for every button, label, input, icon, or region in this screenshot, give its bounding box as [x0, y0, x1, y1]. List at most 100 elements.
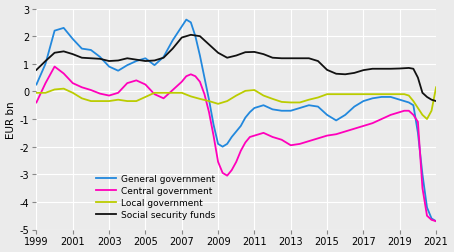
- Local government: [397, 93, 402, 96]
- Social security funds: [261, 53, 266, 56]
- General government: [183, 19, 189, 22]
- Central government: [70, 82, 75, 85]
- Local government: [261, 95, 266, 98]
- Local government: [34, 92, 39, 95]
- Social security funds: [34, 69, 39, 72]
- Local government: [188, 96, 193, 99]
- Legend: General government, Central government, Local government, Social security funds: General government, Central government, …: [93, 170, 219, 223]
- Local government: [406, 95, 411, 98]
- Line: Central government: Central government: [36, 67, 436, 221]
- Social security funds: [242, 51, 248, 54]
- Local government: [197, 98, 202, 101]
- Social security funds: [379, 68, 384, 71]
- Local government: [88, 100, 94, 103]
- Local government: [288, 102, 293, 105]
- General government: [52, 30, 57, 33]
- Local government: [252, 89, 257, 92]
- Local government: [419, 114, 425, 117]
- Local government: [233, 95, 239, 98]
- Local government: [215, 103, 221, 106]
- Social security funds: [401, 68, 407, 71]
- Local government: [410, 100, 416, 103]
- Local government: [124, 100, 130, 103]
- Social security funds: [143, 60, 148, 63]
- Local government: [206, 100, 212, 103]
- Local government: [379, 93, 384, 96]
- Social security funds: [88, 57, 94, 60]
- Local government: [43, 92, 48, 95]
- Social security funds: [419, 92, 425, 95]
- Local government: [279, 101, 284, 104]
- Local government: [360, 93, 366, 96]
- Social security funds: [410, 68, 416, 71]
- Social security funds: [161, 57, 166, 60]
- Social security funds: [315, 60, 321, 63]
- General government: [324, 114, 330, 117]
- Y-axis label: EUR bn: EUR bn: [5, 101, 15, 138]
- Social security funds: [170, 48, 175, 51]
- Social security funds: [79, 57, 84, 60]
- Social security funds: [115, 60, 121, 63]
- Social security funds: [52, 52, 57, 55]
- Local government: [242, 90, 248, 93]
- General government: [315, 106, 321, 109]
- Local government: [133, 100, 139, 103]
- Local government: [429, 110, 434, 113]
- Central government: [220, 172, 225, 175]
- Local government: [306, 99, 311, 102]
- Local government: [370, 93, 375, 96]
- Social security funds: [233, 55, 239, 58]
- Social security funds: [179, 37, 184, 40]
- Social security funds: [370, 68, 375, 71]
- Social security funds: [152, 60, 157, 63]
- Local government: [351, 93, 357, 96]
- Social security funds: [133, 59, 139, 62]
- General government: [434, 220, 439, 223]
- General government: [220, 146, 225, 149]
- Social security funds: [429, 99, 434, 102]
- Central government: [52, 66, 57, 69]
- Social security funds: [197, 36, 202, 39]
- Social security funds: [70, 53, 75, 56]
- Social security funds: [61, 51, 66, 54]
- General government: [34, 84, 39, 87]
- Line: Local government: Local government: [36, 88, 436, 119]
- Local government: [106, 100, 112, 103]
- Local government: [297, 102, 302, 105]
- Local government: [179, 92, 184, 95]
- Social security funds: [124, 57, 130, 60]
- Social security funds: [206, 44, 212, 47]
- Social security funds: [388, 68, 393, 71]
- Local government: [424, 118, 429, 121]
- Local government: [70, 92, 75, 95]
- Social security funds: [397, 68, 402, 71]
- Social security funds: [324, 69, 330, 72]
- Social security funds: [306, 57, 311, 60]
- Local government: [170, 92, 175, 95]
- Local government: [161, 92, 166, 95]
- Local government: [401, 93, 407, 96]
- Local government: [224, 100, 230, 103]
- Social security funds: [215, 52, 221, 55]
- Line: Social security funds: Social security funds: [36, 36, 436, 102]
- Central government: [315, 137, 321, 140]
- Central government: [179, 81, 184, 84]
- Social security funds: [43, 60, 48, 63]
- General government: [170, 40, 175, 43]
- Local government: [342, 93, 348, 96]
- Central government: [434, 220, 439, 223]
- Social security funds: [333, 73, 339, 76]
- Local government: [270, 98, 275, 101]
- Social security funds: [270, 57, 275, 60]
- Social security funds: [424, 96, 429, 99]
- Social security funds: [188, 34, 193, 37]
- Local government: [115, 99, 121, 102]
- Line: General government: General government: [36, 20, 436, 221]
- Social security funds: [342, 74, 348, 77]
- Local government: [97, 100, 103, 103]
- Local government: [52, 89, 57, 92]
- Social security funds: [434, 100, 439, 103]
- Local government: [152, 92, 157, 95]
- Social security funds: [297, 57, 302, 60]
- Local government: [333, 93, 339, 96]
